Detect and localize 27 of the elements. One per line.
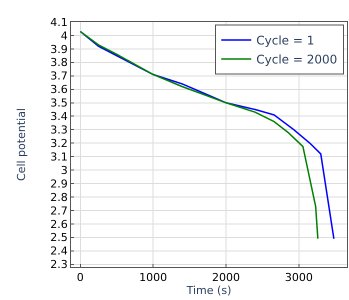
y-tick-label: 3.4 (50, 110, 68, 124)
y-tick-label: 2.4 (50, 244, 68, 258)
x-tick-label: 3000 (284, 271, 313, 284)
y-tick-label: 3.5 (50, 96, 68, 110)
y-axis-title: Cell potential (14, 108, 28, 181)
legend-label: Cycle = 2000 (256, 52, 338, 67)
y-tick-label: 2.9 (50, 177, 68, 190)
legend-label: Cycle = 1 (256, 34, 314, 48)
y-tick-label: 2.3 (50, 258, 68, 272)
y-tick-label: 2.8 (50, 190, 68, 204)
y-tick-label: 3.9 (50, 42, 68, 56)
y-tick-label: 4.1 (50, 16, 68, 29)
x-tick-label: 0 (76, 271, 84, 284)
y-tick-label: 2.7 (50, 204, 68, 218)
y-tick-label: 2.6 (50, 218, 68, 231)
y-tick-label: 3 (60, 164, 68, 177)
y-tick-label: 3.7 (50, 70, 68, 83)
y-tick-label: 3.3 (50, 124, 68, 137)
x-tick-label: 2000 (212, 271, 240, 284)
x-tick-label: 1000 (139, 271, 168, 284)
y-tick-label: 3.2 (50, 137, 68, 150)
x-axis-title: Time (s) (186, 284, 232, 298)
y-tick-label: 3.1 (50, 150, 68, 164)
y-tick-label: 3.8 (50, 56, 68, 70)
y-tick-label: 3.6 (50, 83, 68, 96)
y-tick-label: 2.5 (50, 231, 68, 244)
y-tick-label: 4 (60, 29, 68, 42)
